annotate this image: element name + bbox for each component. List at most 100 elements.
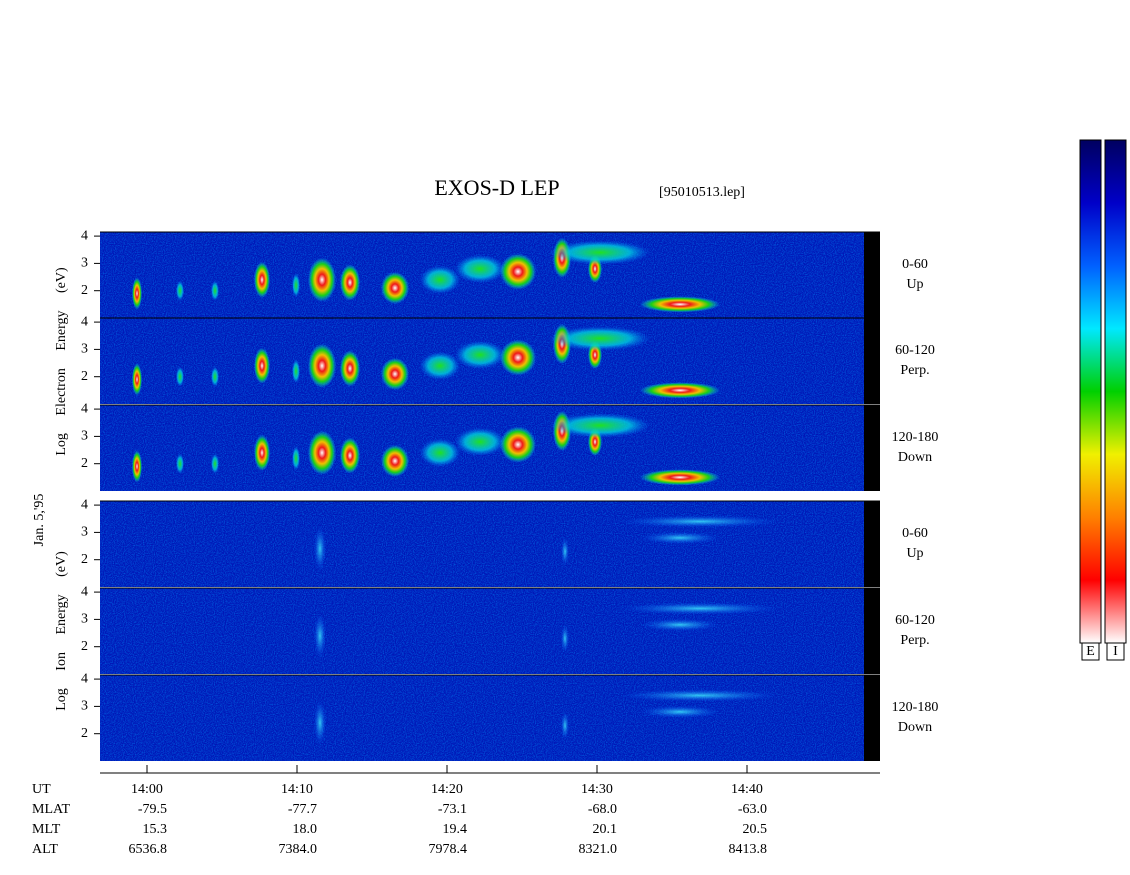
- spectral-feature: [455, 427, 505, 456]
- pitch-angle-range: 120-180: [892, 430, 939, 445]
- x-tick-label: 14:00: [131, 782, 163, 797]
- pitch-angle-range: 0-60: [902, 257, 928, 272]
- spectral-feature: [314, 526, 326, 571]
- spectral-features: [132, 237, 720, 313]
- chart-title: EXOS-D LEP: [434, 175, 559, 200]
- x-tick-label: 14:10: [281, 782, 313, 797]
- spectral-feature: [620, 689, 780, 702]
- y-tick-label: 3: [81, 699, 88, 714]
- x-tick-label: 14:30: [581, 782, 613, 797]
- pitch-angle-range: 60-120: [895, 343, 935, 358]
- y-tick-label: 4: [81, 401, 88, 416]
- pitch-direction: Up: [906, 546, 923, 561]
- spectral-feature: [176, 366, 184, 387]
- spectral-feature: [455, 340, 505, 369]
- ephemeris-value: 6536.8: [129, 842, 168, 857]
- spectral-feature: [292, 273, 300, 298]
- spectral-feature: [620, 602, 780, 615]
- data-gap: [864, 588, 880, 674]
- ephemeris-value: 18.0: [293, 822, 318, 837]
- y-tick-label: 4: [81, 314, 88, 329]
- y-tick-label: 4: [81, 584, 88, 599]
- ephemeris-value: 19.4: [443, 822, 468, 837]
- spectral-feature: [561, 537, 569, 566]
- spectral-feature: [132, 450, 142, 483]
- spectral-feature: [292, 359, 300, 384]
- y-tick-label: 4: [81, 497, 88, 512]
- spectral-feature: [500, 339, 536, 376]
- y-tick-label: 3: [81, 612, 88, 627]
- spectral-feature: [211, 280, 219, 301]
- spectral-feature: [640, 531, 720, 544]
- data-gap: [864, 675, 880, 761]
- data-gap: [864, 501, 880, 587]
- file-name: [95010513.lep]: [659, 185, 745, 200]
- spectrogram-noise: [100, 675, 864, 761]
- spectral-feature: [561, 711, 569, 740]
- spectral-feature: [550, 326, 650, 351]
- spectral-features: [132, 323, 720, 399]
- y-tick-label: 2: [81, 639, 88, 654]
- pitch-direction: Perp.: [900, 633, 929, 648]
- colorbar-label-box: [1081, 642, 1100, 661]
- ephemeris-value: -68.0: [588, 802, 617, 817]
- spectral-feature: [561, 624, 569, 653]
- data-gap: [864, 405, 880, 491]
- axes: UT 14:00 14:10 14:20 14:30 14:40 MLAT -79.5 -77.…: [32, 139, 1127, 857]
- spectral-feature: [308, 430, 336, 475]
- x-tick-label: 14:40: [731, 782, 763, 797]
- x-tick-label: 14:20: [431, 782, 463, 797]
- spectral-feature: [254, 434, 270, 471]
- ephemeris-value: 8321.0: [579, 842, 618, 857]
- spectral-feature: [211, 366, 219, 387]
- ephemeris-value: 7384.0: [279, 842, 318, 857]
- colorbar-label: E: [1086, 644, 1095, 659]
- spectral-feature: [420, 438, 460, 467]
- spectral-feature: [314, 613, 326, 658]
- y-tick-label: 3: [81, 342, 88, 357]
- ephemeris-value: -79.5: [138, 802, 167, 817]
- spectral-feature: [455, 254, 505, 283]
- y-tick-label: 2: [81, 552, 88, 567]
- y-tick-label: 3: [81, 525, 88, 540]
- ephemeris-value: 8413.8: [729, 842, 768, 857]
- ephemeris-value: -73.1: [438, 802, 467, 817]
- spectral-feature: [132, 277, 142, 310]
- spectral-feature: [308, 343, 336, 388]
- y-tick-label: 2: [81, 283, 88, 298]
- spectral-feature: [640, 382, 720, 399]
- pitch-direction: Down: [898, 450, 932, 465]
- spectral-feature: [211, 453, 219, 474]
- pitch-angle-range: 60-120: [895, 613, 935, 628]
- spectral-feature: [620, 515, 780, 528]
- spectral-feature: [381, 357, 409, 390]
- spectral-feature: [340, 350, 360, 387]
- species-axis-label: Log Electron Energy (eV): [54, 267, 69, 456]
- ephemeris-label: ALT: [32, 842, 58, 857]
- y-tick-label: 2: [81, 369, 88, 384]
- ephemeris-value: 7978.4: [429, 842, 468, 857]
- spectral-feature: [640, 296, 720, 313]
- spectral-feature: [500, 426, 536, 463]
- ephemeris-value: 15.3: [143, 822, 168, 837]
- spectral-feature: [340, 437, 360, 474]
- data-gap: [864, 232, 880, 318]
- spectral-feature: [176, 280, 184, 301]
- spectral-feature: [176, 453, 184, 474]
- ephemeris-label: MLAT: [32, 802, 71, 817]
- spectral-feature: [550, 240, 650, 265]
- spectral-feature: [254, 261, 270, 298]
- ephemeris-value: 20.5: [743, 822, 768, 837]
- pitch-direction: Down: [898, 720, 932, 735]
- pitch-direction: Perp.: [900, 363, 929, 378]
- ephemeris-label: MLT: [32, 822, 61, 837]
- spectral-feature: [500, 253, 536, 290]
- y-tick-label: 3: [81, 256, 88, 271]
- spectral-feature: [308, 257, 336, 302]
- pitch-angle-range: 120-180: [892, 700, 939, 715]
- data-gap: [864, 318, 880, 404]
- ephemeris-value: -77.7: [288, 802, 317, 817]
- pitch-angle-range: 0-60: [902, 526, 928, 541]
- panels: 2 3 4 0-60 Up 2 3 4 60-120 Perp. 2 3 4 120-180 Down Log…: [54, 228, 938, 761]
